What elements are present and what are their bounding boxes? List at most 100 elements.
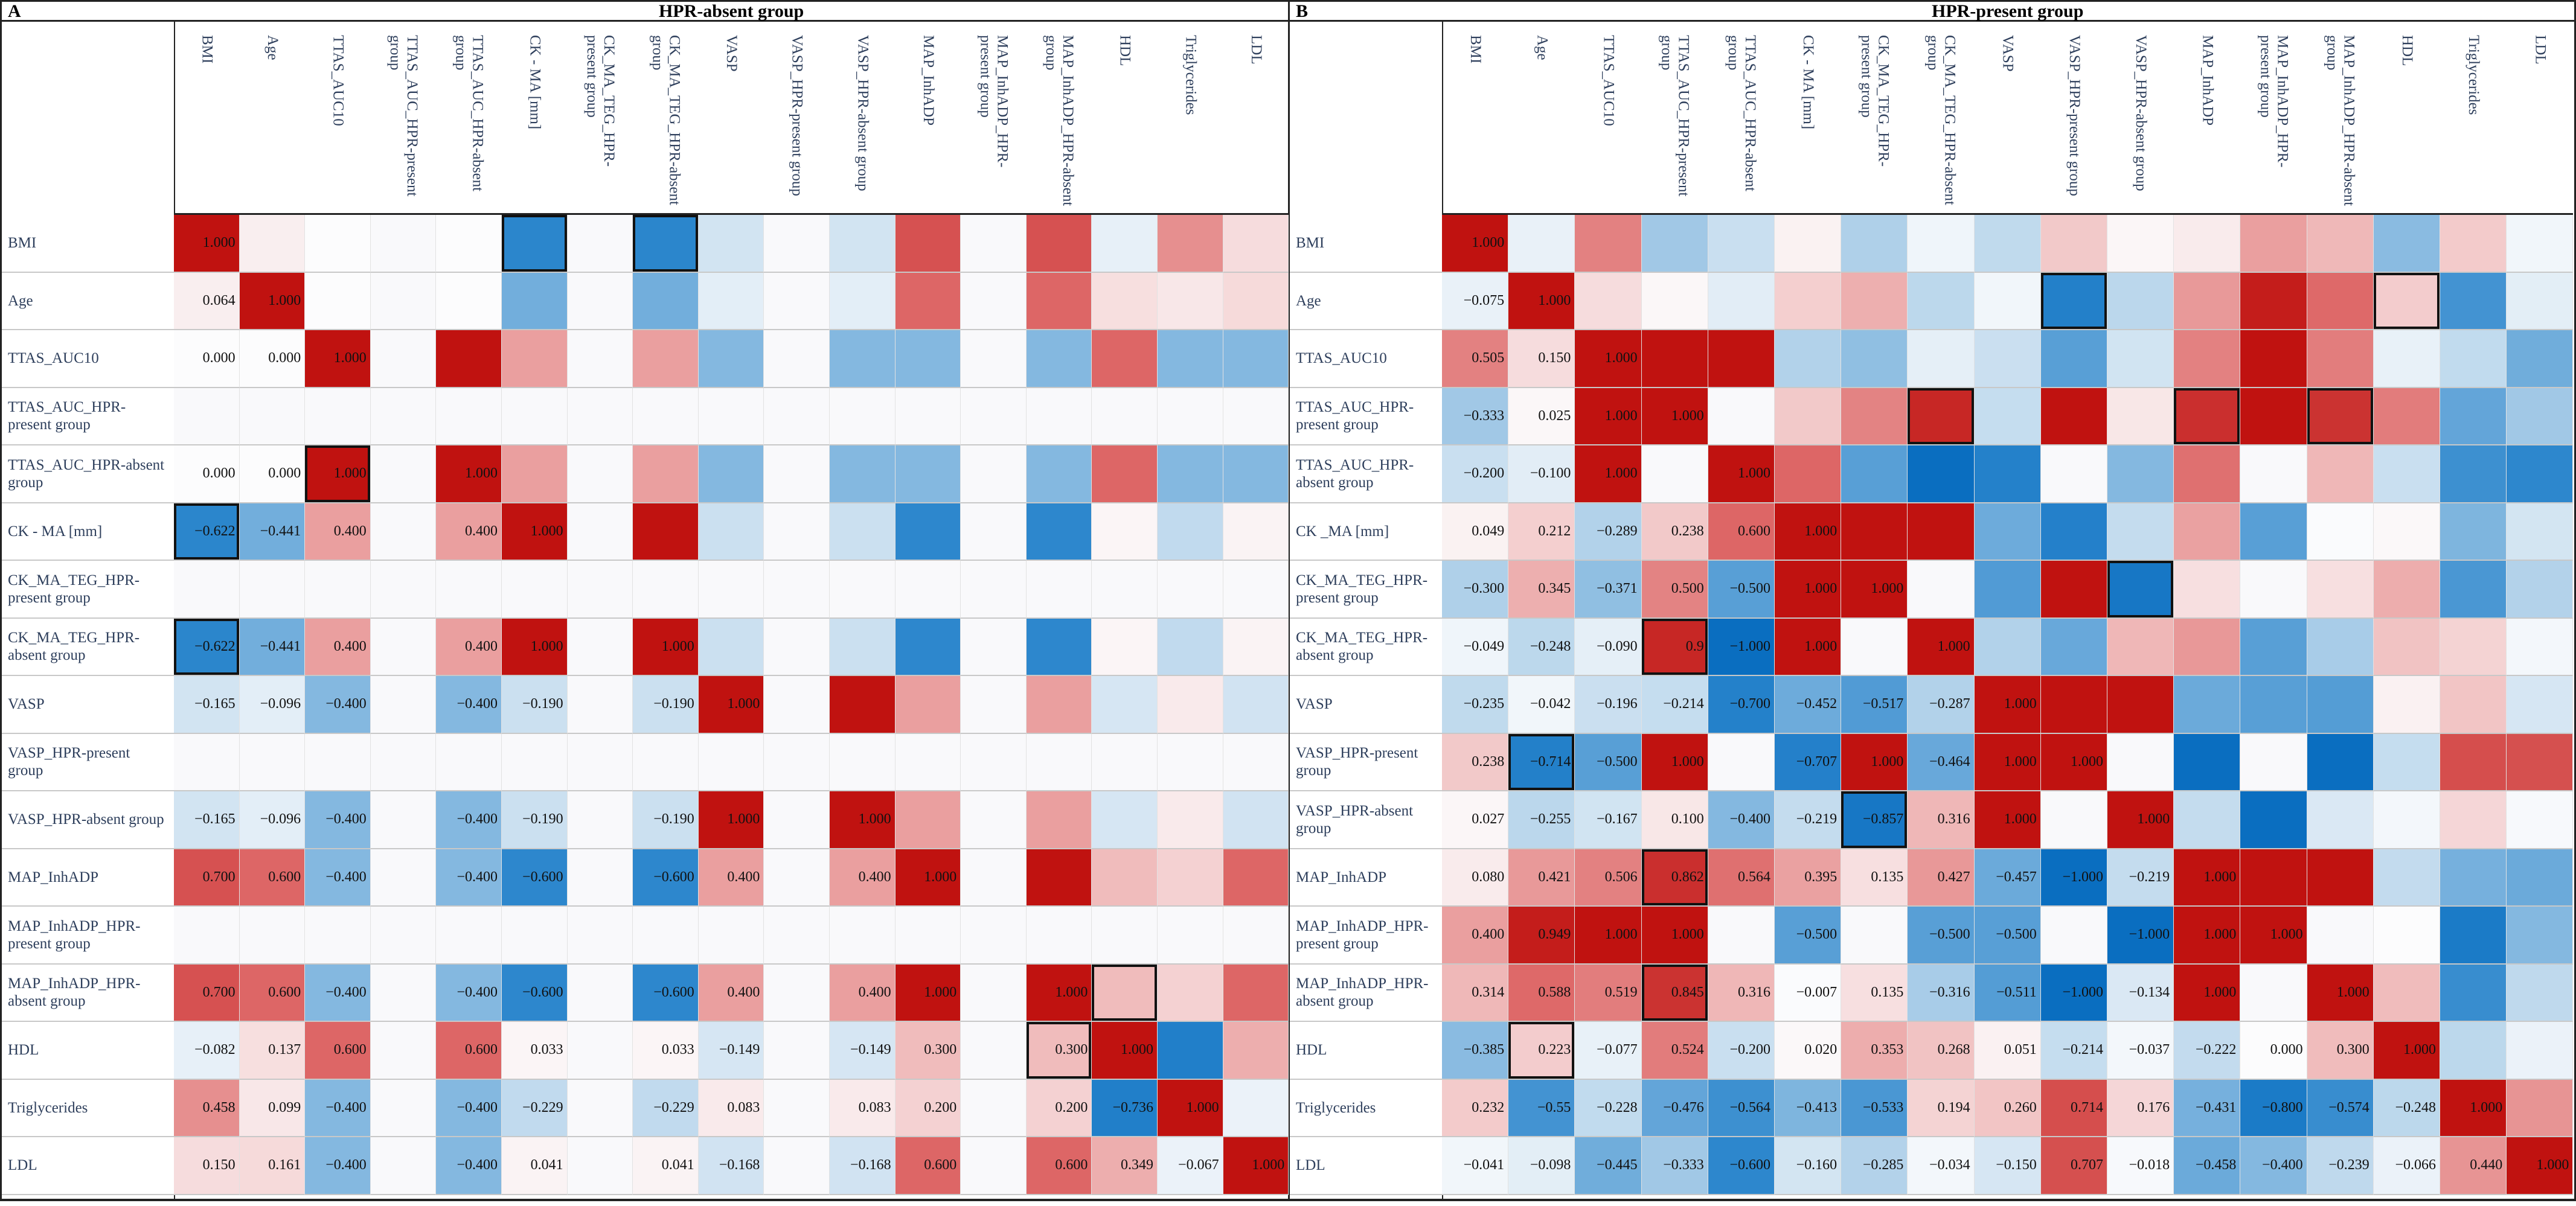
heatmap-cell xyxy=(1223,445,1289,503)
heatmap-cell xyxy=(1026,849,1092,907)
heatmap-cell-highlighted: 0.223 xyxy=(1508,1022,1575,1080)
heatmap-cell: 1.000 xyxy=(305,330,371,388)
heatmap-cell-highlighted: 0.862 xyxy=(1641,849,1708,907)
heatmap-cell xyxy=(895,618,961,676)
heatmap-cell xyxy=(1708,907,1775,965)
heatmap-cell xyxy=(1092,272,1158,330)
heatmap-cell xyxy=(370,849,437,907)
row-label: TTAS_AUC_HPR-present group xyxy=(1290,388,1442,445)
column-label: BMI xyxy=(174,22,240,214)
cell-value: −0.214 xyxy=(1663,696,1704,712)
heatmap-cell xyxy=(2373,618,2440,676)
column-label: LDL xyxy=(2507,22,2573,214)
heatmap-cell xyxy=(895,388,961,445)
heatmap-cell: 1.000 xyxy=(1026,964,1092,1022)
heatmap-cell xyxy=(567,215,633,273)
heatmap-cell: −0.090 xyxy=(1575,618,1642,676)
cell-value: 1.000 xyxy=(661,638,694,654)
cell-value: 0.400 xyxy=(858,984,891,1000)
cell-value: 1.000 xyxy=(1937,638,1970,654)
heatmap-cell xyxy=(1158,272,1223,330)
cell-value: 0.316 xyxy=(1937,811,1970,828)
cell-value: −0.400 xyxy=(457,1157,498,1173)
cell-value: 0.000 xyxy=(202,465,235,482)
heatmap-cell: −0.287 xyxy=(1908,676,1975,734)
cell-value: 0.041 xyxy=(530,1157,563,1173)
heatmap-cell xyxy=(239,215,306,273)
heatmap-cell: 1.000 xyxy=(1158,1079,1223,1137)
heatmap-cell xyxy=(1841,215,1908,273)
heatmap-cell: 0.588 xyxy=(1508,964,1575,1022)
heatmap-cell: −0.500 xyxy=(1775,907,1842,965)
heatmap-cell xyxy=(2507,964,2574,1022)
cell-value: 1.000 xyxy=(1538,292,1571,308)
heatmap-cell xyxy=(2307,849,2374,907)
heatmap-cell: 1.000 xyxy=(698,676,764,734)
heatmap-cell: −0.285 xyxy=(1841,1137,1908,1195)
heatmap-cell: 0.212 xyxy=(1508,503,1575,561)
heatmap-cell xyxy=(1841,388,1908,445)
heatmap-cell xyxy=(2373,676,2440,734)
heatmap-cell: 1.000 xyxy=(2040,733,2107,791)
heatmap-cell xyxy=(436,561,502,619)
heatmap-cell: −0.075 xyxy=(1442,272,1509,330)
heatmap-cell xyxy=(764,330,830,388)
cell-value: 0.600 xyxy=(333,1042,367,1058)
cell-value: 1.000 xyxy=(2270,927,2303,943)
cell-value: 1.000 xyxy=(1871,581,1904,597)
cell-value: −0.190 xyxy=(522,811,563,828)
cell-value: 1.000 xyxy=(1472,235,1505,251)
cell-value: 1.000 xyxy=(2004,696,2037,712)
heatmap-cell: 0.316 xyxy=(1708,964,1775,1022)
heatmap-cell xyxy=(1026,330,1092,388)
heatmap-cell xyxy=(2373,733,2440,791)
heatmap-cell: 0.400 xyxy=(436,503,502,561)
heatmap-cell xyxy=(2507,215,2574,273)
heatmap-cell: 1.000 xyxy=(1908,618,1975,676)
heatmap-cell xyxy=(764,676,830,734)
heatmap-cell: 0.200 xyxy=(895,1079,961,1137)
cell-value: 1.000 xyxy=(1871,753,1904,770)
heatmap-cell: −0.600 xyxy=(633,849,699,907)
heatmap-cell: 0.600 xyxy=(895,1137,961,1195)
panel-title: HPR-present group xyxy=(1931,1,2084,21)
cell-value: 0.949 xyxy=(1538,927,1571,943)
heatmap-cell xyxy=(764,964,830,1022)
cell-value: 0.427 xyxy=(1937,869,1970,885)
cell-value: −0.316 xyxy=(1929,984,1970,1000)
cell-value: −0.600 xyxy=(522,869,563,885)
heatmap-cell xyxy=(2507,676,2574,734)
heatmap-cell: −1.000 xyxy=(1708,618,1775,676)
heatmap-cell: 0.200 xyxy=(1026,1079,1092,1137)
heatmap-cell xyxy=(1775,330,1842,388)
cell-value: −0.219 xyxy=(2129,869,2170,885)
heatmap-cell: 1.000 xyxy=(502,503,568,561)
heatmap-cell-highlighted: −0.714 xyxy=(1508,733,1575,791)
cell-value: −0.500 xyxy=(1597,753,1638,770)
heatmap-cell: −0.600 xyxy=(633,964,699,1022)
heatmap-cell: −0.229 xyxy=(502,1079,568,1137)
heatmap-cell xyxy=(961,1137,1027,1195)
column-label-text: TTAS_AUC10 xyxy=(330,35,347,126)
heatmap-cell xyxy=(961,503,1027,561)
heatmap-cell xyxy=(2240,330,2307,388)
heatmap-cell xyxy=(895,445,961,503)
heatmap-cell: −0.190 xyxy=(502,676,568,734)
heatmap-cell xyxy=(2240,388,2307,445)
heatmap-cell xyxy=(764,907,830,965)
heatmap-cell: −0.149 xyxy=(830,1022,896,1080)
heatmap-cell xyxy=(2440,964,2507,1022)
heatmap-cell: −0.441 xyxy=(239,503,306,561)
heatmap-cell xyxy=(2507,1079,2574,1137)
heatmap-cell xyxy=(2174,561,2241,619)
heatmap-cell xyxy=(2240,849,2307,907)
heatmap-cell: 0.949 xyxy=(1508,907,1575,965)
column-label: MAP_InhADP xyxy=(896,22,961,214)
heatmap-cell xyxy=(2174,791,2241,849)
heatmap-cell: −0.400 xyxy=(1708,791,1775,849)
column-label-text: Age xyxy=(1534,35,1551,60)
column-label-text: MAP_InhADP_HPR-present group xyxy=(977,35,1011,168)
cell-value: 0.000 xyxy=(2270,1042,2303,1058)
heatmap-cell xyxy=(2373,503,2440,561)
column-label: TTAS_AUC_HPR-present group xyxy=(1642,22,1708,214)
